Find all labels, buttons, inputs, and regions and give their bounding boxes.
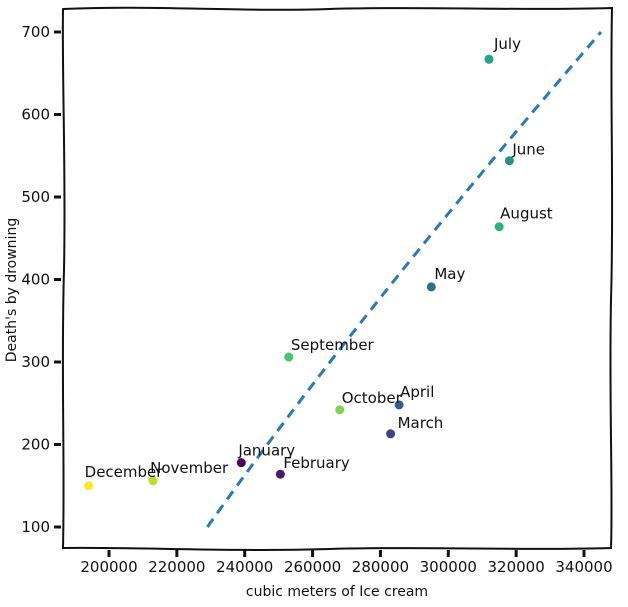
point-june: [504, 156, 514, 166]
x-tick-label: 220000: [148, 558, 205, 576]
y-tick-label: 400: [21, 271, 50, 289]
point-label-december: December: [85, 463, 164, 481]
x-axis-ticks: 200000 220000 240000 260000 280000 300000 3200…: [80, 550, 613, 576]
trend-line: [206, 31, 603, 528]
y-tick-label: 200: [21, 436, 50, 454]
x-tick-label: 320000: [488, 558, 545, 576]
point-label-november: November: [150, 459, 229, 477]
point-march: [386, 429, 396, 439]
point-label-april: April: [400, 383, 434, 401]
x-tick-label: 300000: [420, 558, 477, 576]
point-label-may: May: [434, 265, 465, 283]
y-tick-label: 100: [21, 518, 50, 536]
point-february: [275, 469, 285, 479]
point-august: [494, 222, 504, 232]
point-label-june: June: [511, 141, 545, 159]
y-axis-ticks: 100 200 300 400 500 600 700: [21, 23, 61, 536]
point-label-march: March: [398, 414, 444, 432]
y-tick-label: 700: [21, 23, 50, 41]
point-label-july: July: [493, 35, 521, 53]
x-tick-label: 260000: [284, 558, 341, 576]
point-label-october: October: [342, 389, 403, 407]
x-tick-label: 240000: [216, 558, 273, 576]
point-label-september: September: [291, 336, 375, 354]
point-october: [335, 405, 345, 415]
point-december: [84, 481, 94, 491]
x-tick-label: 340000: [555, 558, 612, 576]
x-tick-label: 200000: [80, 558, 137, 576]
y-tick-label: 500: [21, 188, 50, 206]
point-january: [236, 458, 246, 468]
point-april: [394, 400, 404, 410]
point-july: [484, 54, 494, 64]
y-axis-label: Death's by drowning: [4, 218, 20, 362]
x-tick-label: 280000: [352, 558, 409, 576]
point-september: [284, 352, 294, 362]
plot-border: [61, 6, 614, 551]
x-axis-label: cubic meters of Ice cream: [246, 584, 428, 600]
point-label-february: February: [283, 454, 350, 472]
point-november: [148, 476, 158, 486]
y-tick-label: 300: [21, 353, 50, 371]
y-tick-label: 600: [21, 106, 50, 124]
point-may: [426, 282, 436, 292]
point-label-august: August: [500, 205, 553, 223]
point-label-january: January: [237, 442, 295, 460]
